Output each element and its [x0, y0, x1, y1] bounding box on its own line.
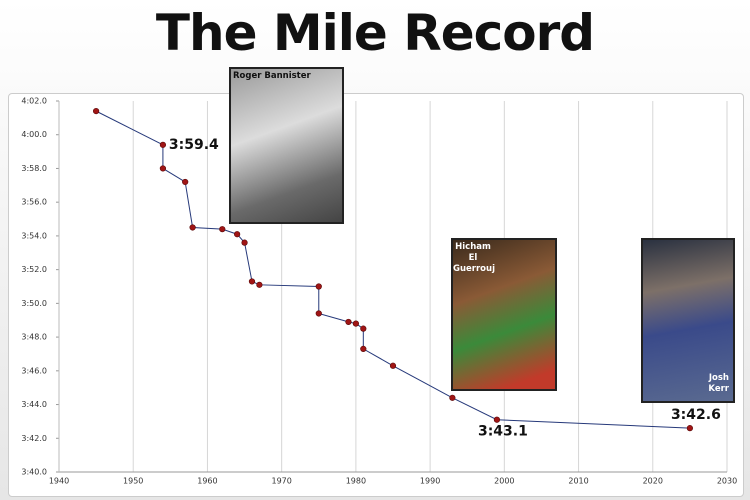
data-label: 3:43.1: [478, 424, 528, 440]
chart-panel: [8, 93, 744, 497]
y-tick-label: 4:00.0: [21, 130, 47, 139]
marker: [389, 362, 397, 369]
x-tick-label: 1980: [346, 477, 366, 486]
y-tick-label: 4:02.0: [21, 97, 47, 106]
marker: [449, 394, 456, 401]
photo: Hicham El Guerrouj: [451, 238, 557, 391]
photo-caption: Josh Kerr: [708, 373, 729, 394]
x-tick-label: 2020: [643, 477, 663, 486]
marker: [241, 239, 248, 246]
marker: [248, 278, 256, 285]
marker: [315, 283, 322, 290]
y-tick-label: 3:42.0: [21, 434, 47, 443]
y-tick-label: 3:46.0: [21, 366, 47, 375]
photo: Roger Bannister: [229, 67, 344, 224]
chart-title: The Mile Record: [155, 4, 595, 62]
x-tick-label: 2010: [568, 477, 588, 486]
y-tick-label: 3:52.0: [21, 265, 47, 274]
marker: [159, 165, 167, 172]
y-tick-label: 3:54.0: [21, 231, 47, 240]
photo-caption: Hicham El Guerrouj: [453, 242, 495, 274]
marker: [352, 320, 359, 327]
marker: [686, 425, 693, 432]
y-tick-label: 3:48.0: [21, 333, 47, 342]
marker: [93, 108, 100, 115]
marker: [315, 310, 322, 317]
marker: [182, 178, 189, 186]
x-tick-label: 2000: [494, 477, 514, 486]
marker: [345, 318, 352, 326]
line: [95, 110, 690, 429]
marker: [256, 281, 263, 288]
photo: Josh Kerr: [641, 238, 735, 403]
y-tick-label: 3:40.0: [21, 468, 47, 477]
x-tick-label: 1970: [271, 477, 291, 486]
marker: [360, 345, 367, 352]
x-tick-label: 1960: [197, 477, 217, 486]
data-label: 3:42.6: [671, 407, 721, 423]
marker: [189, 224, 196, 231]
y-tick-label: 3:56.0: [21, 198, 47, 207]
y-tick-label: 3:44.0: [21, 400, 47, 409]
x-tick-label: 1940: [49, 477, 69, 486]
data-label: 3:59.4: [169, 137, 219, 153]
marker: [234, 231, 241, 238]
marker: [219, 226, 226, 233]
x-tick-label: 1950: [123, 477, 143, 486]
photo-caption: Roger Bannister: [233, 71, 311, 81]
x-tick-label: 2030: [717, 477, 737, 486]
marker: [360, 325, 367, 332]
y-tick-label: 3:50.0: [21, 299, 47, 308]
marker: [159, 141, 167, 148]
marker: [493, 416, 501, 423]
y-tick-label: 3:58.0: [21, 164, 47, 173]
x-tick-label: 1990: [420, 477, 440, 486]
